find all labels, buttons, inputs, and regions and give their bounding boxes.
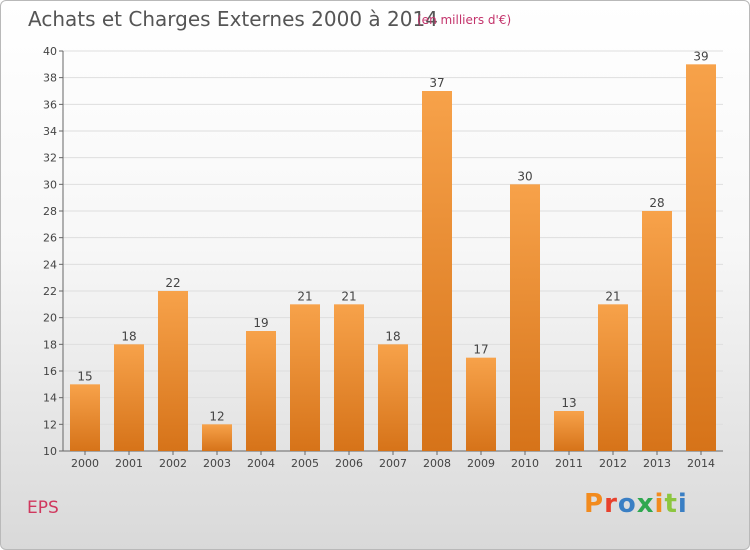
x-tick-label-2010: 2010 [511, 457, 539, 470]
data-label-2004: 19 [253, 316, 268, 330]
bar-2002 [158, 291, 188, 451]
y-tick-label: 40 [43, 45, 57, 58]
data-label-2003: 12 [209, 409, 224, 423]
x-tick-label-2001: 2001 [115, 457, 143, 470]
bar-2011 [554, 411, 584, 451]
x-tick-label-2008: 2008 [423, 457, 451, 470]
bar-2006 [334, 304, 364, 451]
y-tick-label: 30 [43, 178, 57, 191]
y-tick-label: 12 [43, 418, 57, 431]
x-tick-label-2009: 2009 [467, 457, 495, 470]
y-tick-label: 18 [43, 338, 57, 351]
bar-2001 [114, 344, 144, 451]
bar-2014 [686, 64, 716, 452]
bar-2000 [70, 384, 100, 451]
logo-letter: r [604, 489, 618, 519]
y-tick-label: 16 [43, 365, 57, 378]
bar-2005 [290, 304, 320, 451]
y-tick-label: 10 [43, 445, 57, 458]
y-tick-label: 26 [43, 232, 57, 245]
logo-letter: x [636, 489, 655, 519]
data-label-2000: 15 [77, 369, 92, 383]
y-tick-label: 38 [43, 72, 57, 85]
chart-subtitle: (en milliers d'€) [417, 13, 512, 27]
x-tick-label-2013: 2013 [643, 457, 671, 470]
x-tick-label-2000: 2000 [71, 457, 99, 470]
x-tick-label-2014: 2014 [687, 457, 715, 470]
data-label-2006: 21 [341, 289, 356, 303]
data-label-2007: 18 [385, 329, 400, 343]
commune-name: EPS [27, 498, 59, 518]
x-tick-label-2004: 2004 [247, 457, 275, 470]
data-label-2013: 28 [649, 196, 664, 210]
logo-letter: P [584, 489, 605, 519]
bar-2012 [598, 304, 628, 451]
proxiti-logo[interactable]: Proxiti [584, 489, 688, 519]
chart-title: Achats et Charges Externes 2000 à 2014 [28, 7, 438, 31]
bar-2010 [510, 184, 540, 452]
data-label-2008: 37 [429, 76, 444, 90]
data-label-2014: 39 [693, 49, 708, 63]
bar-2007 [378, 344, 408, 451]
y-tick-label: 20 [43, 312, 57, 325]
y-tick-label: 24 [43, 258, 57, 271]
bar-2003 [202, 424, 232, 451]
x-tick-label-2006: 2006 [335, 457, 363, 470]
x-tick-label-2003: 2003 [203, 457, 231, 470]
x-tick-label-2007: 2007 [379, 457, 407, 470]
data-label-2010: 30 [517, 169, 532, 183]
y-tick-label: 32 [43, 152, 57, 165]
bar-2013 [642, 211, 672, 451]
data-label-2012: 21 [605, 289, 620, 303]
data-label-2001: 18 [121, 329, 136, 343]
y-tick-label: 28 [43, 205, 57, 218]
data-label-2009: 17 [473, 343, 488, 357]
data-labels: 15 18 22 12 19 21 21 18 37 17 30 13 21 28 39 [77, 49, 708, 423]
bar-2004 [246, 331, 276, 451]
data-label-2005: 21 [297, 289, 312, 303]
y-tick-label: 34 [43, 125, 57, 138]
bars [70, 64, 716, 452]
data-label-2011: 13 [561, 396, 576, 410]
data-label-2002: 22 [165, 276, 180, 290]
x-tick-label-2011: 2011 [555, 457, 583, 470]
bar-2009 [466, 357, 496, 451]
y-tick-label: 36 [43, 98, 57, 111]
logo-letter: i [654, 489, 665, 519]
x-tick-label-2012: 2012 [599, 457, 627, 470]
y-tick-label: 14 [43, 392, 57, 405]
logo-letter: t [664, 489, 678, 519]
x-tick-label-2005: 2005 [291, 457, 319, 470]
logo-letter: o [617, 489, 637, 519]
y-tick-label: 22 [43, 285, 57, 298]
bar-2008 [422, 91, 452, 451]
x-tick-label-2002: 2002 [159, 457, 187, 470]
logo-letter: i [677, 489, 688, 519]
